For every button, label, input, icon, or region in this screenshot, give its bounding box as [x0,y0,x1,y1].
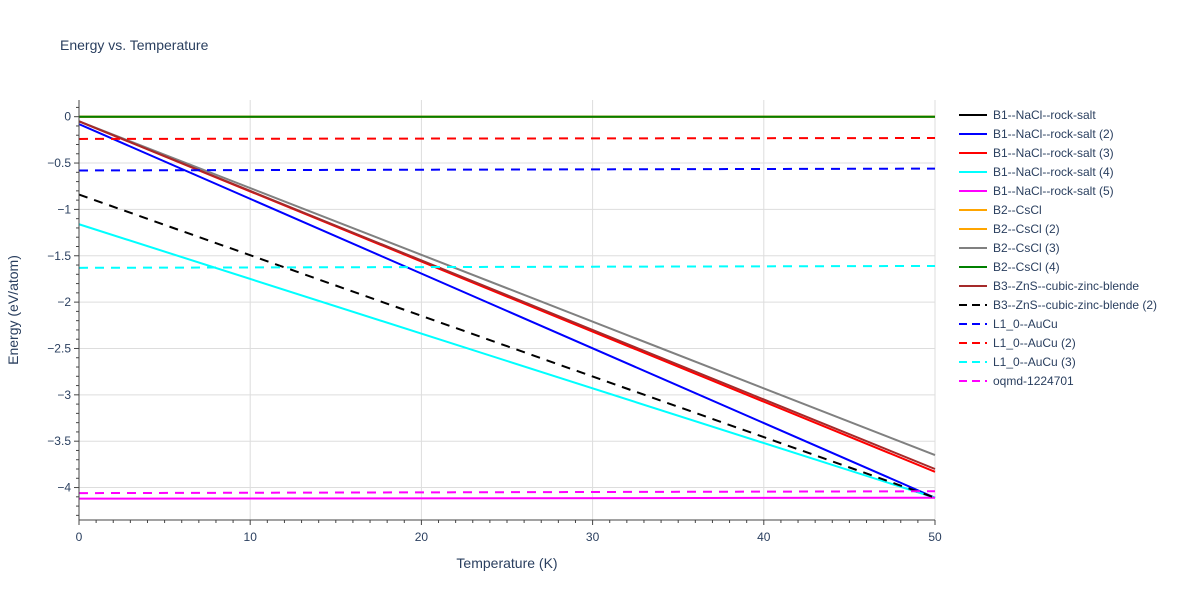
legend-label: B1--NaCl--rock-salt (3) [993,146,1114,160]
y-tick-label: −4 [57,481,71,495]
series-line-b3-zns-cubic-zinc-blende-2 [78,193,936,499]
legend-item-l1-0-aucu[interactable]: L1_0--AuCu [959,317,1058,331]
y-tick-label: 0 [64,110,71,124]
legend-label: B2--CsCl (3) [993,241,1060,255]
x-tick-label: 20 [415,530,429,544]
legend-item-b1-nacl-rock-salt-3[interactable]: B1--NaCl--rock-salt (3) [959,146,1114,160]
legend-label: B2--CsCl (4) [993,260,1060,274]
legend-label: B1--NaCl--rock-salt [993,108,1096,122]
legend-item-oqmd-1224701[interactable]: oqmd-1224701 [959,374,1074,388]
x-tick-label: 10 [244,530,258,544]
legend-item-l1-0-aucu-2[interactable]: L1_0--AuCu (2) [959,336,1076,350]
legend-label: B1--NaCl--rock-salt (4) [993,165,1114,179]
y-tick-label: −2.5 [47,341,71,355]
legend-item-b3-zns-cubic-zinc-blende[interactable]: B3--ZnS--cubic-zinc-blende [959,279,1139,293]
series-line-b1-nacl-rock-salt-5 [78,496,936,500]
legend-item-b2-cscl-4[interactable]: B2--CsCl (4) [959,260,1060,274]
x-tick-label: 30 [586,530,600,544]
legend-item-b1-nacl-rock-salt-4[interactable]: B1--NaCl--rock-salt (4) [959,165,1114,179]
legend-item-b1-nacl-rock-salt[interactable]: B1--NaCl--rock-salt [959,108,1096,122]
legend-label: B1--NaCl--rock-salt (2) [993,127,1114,141]
y-tick-label: −2 [57,295,71,309]
y-tick-label: −3.5 [47,434,71,448]
y-axis-title: Energy (eV/atom) [5,255,21,365]
x-tick-label: 50 [928,530,942,544]
legend-label: oqmd-1224701 [993,374,1074,388]
series-line-b2-cscl-3 [78,120,936,457]
legend-item-b3-zns-cubic-zinc-blende-2[interactable]: B3--ZnS--cubic-zinc-blende (2) [959,298,1157,312]
legend-label: B2--CsCl [993,203,1042,217]
x-axis-title: Temperature (K) [456,555,557,571]
x-tick-label: 0 [76,530,83,544]
y-tick-label: −1.5 [47,249,71,263]
legend-item-l1-0-aucu-3[interactable]: L1_0--AuCu (3) [959,355,1076,369]
legend-item-b1-nacl-rock-salt-5[interactable]: B1--NaCl--rock-salt (5) [959,184,1114,198]
series-line-b1-nacl-rock-salt-4 [78,223,936,499]
series-line-b3-zns-cubic-zinc-blende [78,120,936,470]
legend-label: L1_0--AuCu (2) [993,336,1076,350]
legend-label: B1--NaCl--rock-salt (5) [993,184,1114,198]
legend[interactable]: B1--NaCl--rock-salt B1--NaCl--rock-salt (… [959,108,1157,388]
legend-label: L1_0--AuCu [993,317,1058,331]
legend-item-b1-nacl-rock-salt-2[interactable]: B1--NaCl--rock-salt (2) [959,127,1114,141]
series-layer [78,115,936,500]
legend-label: B3--ZnS--cubic-zinc-blende (2) [993,298,1157,312]
y-tick-label: −1 [57,202,71,216]
chart-title: Energy vs. Temperature [60,37,209,53]
legend-item-b2-cscl-2[interactable]: B2--CsCl (2) [959,222,1060,236]
x-tick-label: 40 [757,530,771,544]
legend-label: B3--ZnS--cubic-zinc-blende [993,279,1139,293]
legend-label: B2--CsCl (2) [993,222,1060,236]
legend-item-b2-cscl[interactable]: B2--CsCl [959,203,1042,217]
legend-label: L1_0--AuCu (3) [993,355,1076,369]
legend-item-b2-cscl-3[interactable]: B2--CsCl (3) [959,241,1060,255]
y-tick-label: −3 [57,388,71,402]
ticks: 0 10 20 30 40 50 0 −0.5 −1 −1.5 −2 −2.5 −3 −3.5 −4 [47,106,942,544]
series-line-b1-nacl-rock-salt-2 [78,123,936,499]
y-tick-label: −0.5 [47,156,71,170]
